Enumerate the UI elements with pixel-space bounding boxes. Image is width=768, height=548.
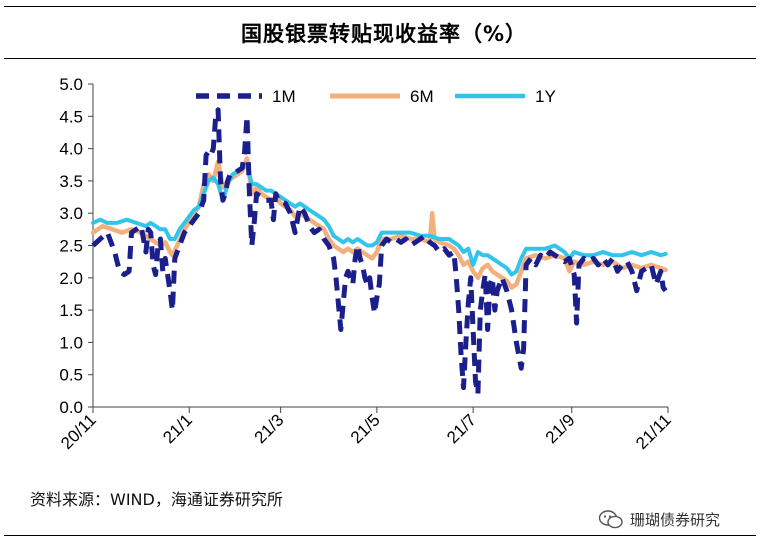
chart-series (90, 107, 668, 397)
y-tick-label: 4.5 (59, 107, 83, 126)
y-tick-label: 0.5 (59, 366, 83, 385)
page-title: 国股银票转贴现收益率（%） (240, 22, 528, 46)
watermark: 珊瑚债券研究 (598, 508, 720, 530)
y-tick-label: 2.0 (59, 269, 83, 288)
y-tick-label: 4.0 (59, 140, 83, 159)
watermark-text: 珊瑚债券研究 (630, 510, 721, 529)
legend-label-1y: 1Y (535, 87, 556, 106)
x-tick-label: 21/11 (632, 410, 675, 453)
y-tick-label: 3.0 (59, 204, 83, 223)
source-note: 资料来源：WIND，海通证券研究所 (30, 490, 283, 509)
x-tick-label: 21/3 (251, 410, 288, 447)
chart-legend: 1M 6M 1Y (196, 87, 556, 106)
y-tick-label: 1.0 (59, 333, 83, 352)
y-tick-label: 5.0 (59, 75, 83, 94)
series-line-1y (91, 162, 668, 277)
x-tick-label: 21/9 (542, 410, 579, 447)
legend-label-6m: 6M (410, 87, 434, 106)
legend-label-1m: 1M (272, 87, 296, 106)
title-rule (4, 58, 756, 59)
x-tick-label: 21/7 (443, 410, 480, 447)
y-tick-label: 3.5 (59, 172, 83, 191)
bottom-rule (4, 535, 756, 536)
x-tick-label: 21/1 (159, 410, 196, 447)
top-rule (4, 6, 756, 7)
y-tick-label: 1.5 (59, 301, 83, 320)
series-line-1m (91, 107, 668, 397)
y-tick-label: 0.0 (59, 398, 83, 417)
wechat-icon (598, 510, 623, 529)
y-tick-label: 2.5 (59, 237, 83, 256)
x-tick-label: 21/5 (347, 410, 384, 447)
